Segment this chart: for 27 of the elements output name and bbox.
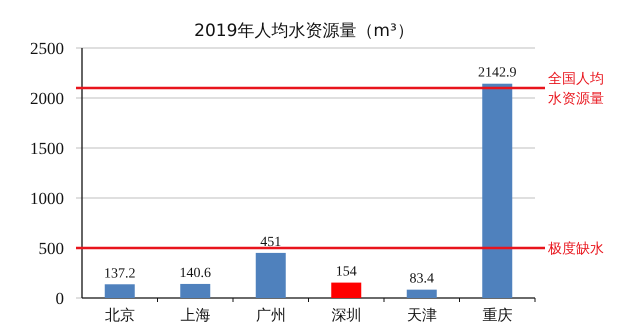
data-label: 154 — [336, 264, 357, 280]
bar — [180, 284, 210, 298]
x-tick-label: 上海 — [180, 306, 210, 324]
x-tick-label: 广州 — [256, 306, 286, 324]
x-tick-label: 深圳 — [331, 306, 362, 324]
y-tick-label: 0 — [56, 289, 64, 308]
data-label: 2142.9 — [478, 66, 516, 81]
bar — [482, 84, 512, 298]
data-label: 140.6 — [180, 266, 211, 281]
data-label: 83.4 — [410, 272, 434, 287]
bar — [256, 252, 286, 298]
y-tick-label: 1000 — [30, 189, 64, 208]
x-tick-label: 重庆 — [482, 306, 512, 324]
bar — [331, 282, 362, 298]
data-label: 451 — [260, 234, 282, 250]
chart-title: 2019年人均水资源量（m³） — [194, 21, 414, 41]
ref-line-label: 全国人均水资源量 — [548, 71, 604, 107]
ref-line-label: 极度缺水 — [547, 241, 604, 257]
y-tick-label: 2000 — [30, 89, 64, 108]
y-tick-label: 500 — [38, 239, 64, 258]
y-tick-label: 2500 — [30, 39, 64, 58]
x-tick-label: 天津 — [406, 306, 437, 324]
bar — [406, 290, 437, 298]
data-label: 137.2 — [104, 266, 136, 282]
y-tick-label: 1500 — [30, 139, 64, 158]
bar — [104, 284, 135, 298]
x-tick-label: 北京 — [104, 306, 135, 324]
